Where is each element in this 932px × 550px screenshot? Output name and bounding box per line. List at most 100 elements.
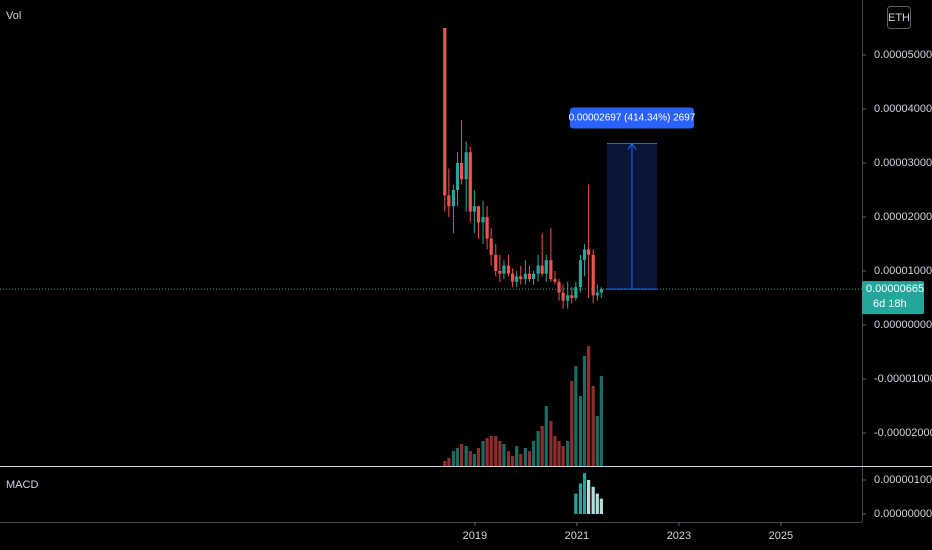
y-tick-label: 0.00000100 [874,474,932,486]
measure-label-box [569,107,694,129]
volume-bar [468,451,472,466]
candle-body [447,195,451,207]
histogram-bar [578,483,583,515]
y-tick-label: 0.00000000 [874,319,932,331]
candle-body [523,273,527,280]
x-tick-label: 2023 [667,530,691,542]
candle-body [591,254,595,296]
candle-body [540,265,544,274]
volume-bar [494,436,498,466]
candle-body [472,206,476,212]
volume-bar [591,386,595,466]
last-price-tag [862,281,924,315]
y-tick-label: 0.00003000 [874,157,932,169]
volume-bar [566,441,570,466]
histogram-bar [582,473,587,515]
candle-body [549,260,553,280]
volume-bar [587,346,591,466]
volume-bar [498,441,502,466]
candle-body [476,206,481,223]
candle-body [515,276,519,282]
volume-bar [570,381,574,466]
volume-bar [481,441,485,466]
y-tick-label: 0.00005000 [874,49,932,61]
candle-body [587,249,591,255]
volume-bar [536,431,540,466]
candle-body [494,254,498,272]
x-tick-label: 2019 [463,530,487,542]
volume-bar [472,454,476,466]
candle-body [443,27,447,196]
candle-body [511,273,515,282]
volume-bar [476,448,481,466]
volume-bar [455,448,460,466]
candle-body [502,265,506,274]
candle-body [570,295,574,299]
volume-bar [553,436,557,466]
symbol-button-label[interactable]: ETH [888,12,910,24]
y-tick-label: 0.00004000 [874,103,932,115]
candle-body [506,265,511,274]
volume-bar [511,456,515,466]
candle-body [468,152,472,212]
histogram-bar [574,493,578,515]
y-tick-label: -0.00002000 [874,427,932,439]
symbol-button[interactable] [887,6,911,29]
volume-bar [582,356,587,466]
candle-body [582,249,587,261]
countdown-label: 6d 18h [873,298,907,310]
candle-body [485,217,489,239]
candle-body [553,279,557,282]
volume-bar [595,416,599,466]
volume-bar [443,461,447,466]
volume-bar [515,446,519,466]
last-price-label: 0.00000665 [866,283,924,295]
pane-label: MACD [6,479,38,491]
measure-arrowhead [627,142,637,150]
candle-body [557,281,561,293]
candle-body [561,292,565,301]
volume-bar [557,441,561,466]
y-tick-label: 0.00001000 [874,265,932,277]
candle-body [451,190,456,207]
histogram-bar [595,493,599,515]
candle-body [578,260,583,288]
volume-bar [464,446,468,466]
volume-bar [451,451,456,466]
volume-bar [540,426,544,466]
volume-bar [574,366,578,466]
candle-body [595,292,599,296]
volume-bar [544,406,548,466]
volume-bar [578,396,583,466]
volume-bar [460,444,464,466]
volume-bar [506,451,511,466]
x-tick-label: 2021 [565,530,589,542]
candle-body [489,238,493,255]
candle-body [519,276,523,280]
volume-bar [531,441,536,466]
x-tick-label: 2025 [769,530,793,542]
histogram-bar [591,486,595,515]
candle-body [574,287,578,299]
candle-body [544,260,548,274]
y-tick-label: 0.00002000 [874,211,932,223]
volume-bar [502,444,506,466]
candle-body [460,163,464,180]
pane-label: Vol [6,10,21,22]
y-tick-label: 0.00000000 [874,508,932,520]
candle-body [536,265,540,274]
candle-body [527,273,532,280]
y-tick-label: -0.00001000 [874,373,932,385]
candle-body [481,217,485,223]
candle-body [455,163,460,191]
volume-bar [485,438,489,466]
histogram-bar [587,479,591,515]
volume-bar [519,454,523,466]
measure-label: 0.00002697 (414.34%) 2697 [569,113,696,124]
candle-body [531,273,536,280]
volume-bar [549,421,553,466]
volume-bar [527,451,532,466]
